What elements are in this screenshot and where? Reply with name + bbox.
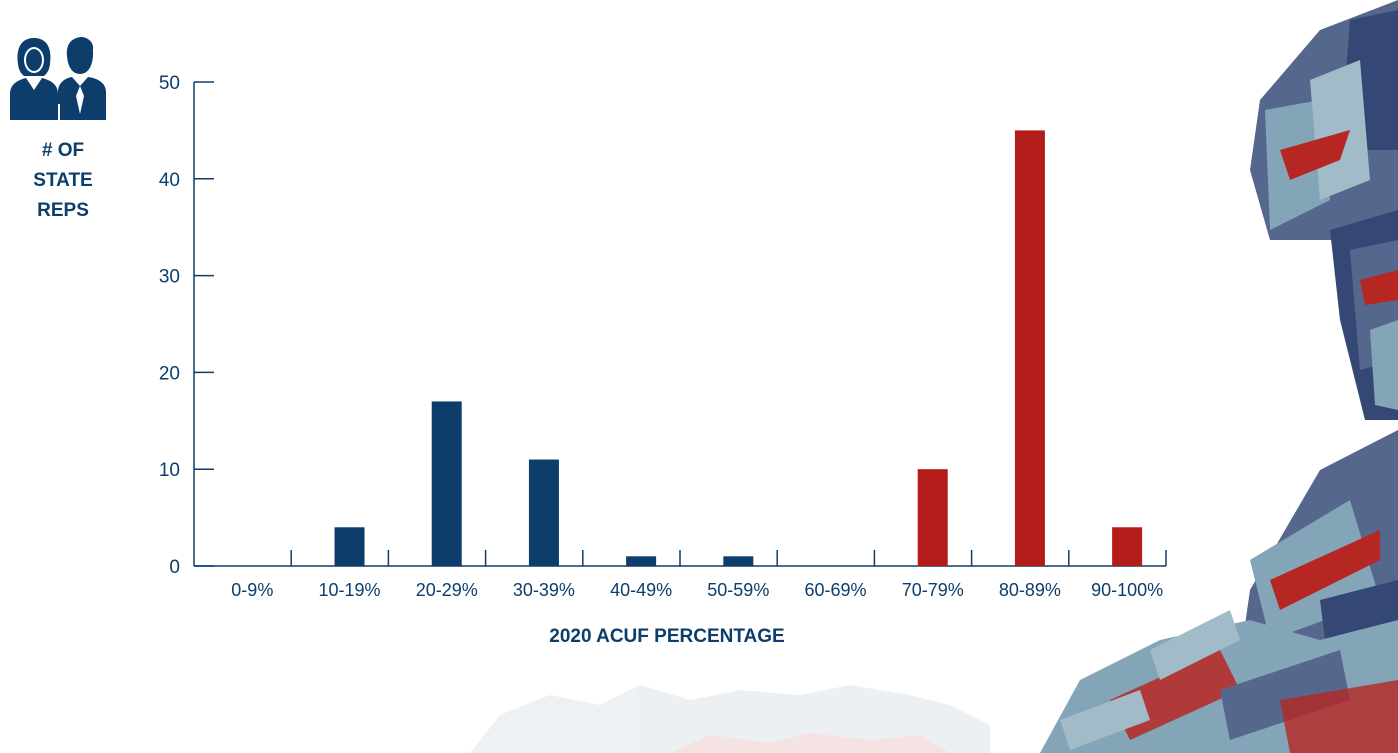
y-tick-label: 0 (169, 557, 180, 578)
y-tick-label: 30 (159, 267, 180, 288)
bars (334, 130, 1143, 566)
y-tick-label: 40 (159, 170, 180, 191)
x-tick-label: 10-19% (318, 580, 380, 600)
bar (626, 556, 657, 566)
bar (917, 469, 948, 566)
x-tick-label: 20-29% (416, 580, 478, 600)
x-axis-label: 2020 ACUF PERCENTAGE (549, 626, 784, 647)
y-tick-label: 20 (159, 363, 180, 384)
x-tick-label: 90-100% (1091, 580, 1163, 600)
bar (528, 459, 559, 566)
y-tick-label: 50 (159, 73, 180, 94)
bar (431, 401, 462, 566)
y-tick-label: 10 (159, 460, 180, 481)
bar (1112, 527, 1143, 566)
faint-crowd-illustration (470, 685, 990, 753)
x-tick-label: 60-69% (804, 580, 866, 600)
x-tick-label: 80-89% (999, 580, 1061, 600)
people-icon (10, 37, 106, 120)
y-axis: 0 10 20 30 40 50 (159, 73, 214, 578)
x-tick-label: 30-39% (513, 580, 575, 600)
x-tick-label: 40-49% (610, 580, 672, 600)
bar (723, 556, 754, 566)
bar (334, 527, 365, 566)
x-axis: 0-9% 10-19% 20-29% 30-39% 40-49% 50-59% 60-69%… (194, 550, 1167, 600)
x-tick-label: 70-79% (902, 580, 964, 600)
crowd-illustration (1040, 0, 1398, 753)
x-tick-label: 50-59% (707, 580, 769, 600)
x-tick-label: 0-9% (231, 580, 273, 600)
bar (1014, 130, 1045, 566)
y-axis-label: # OF STATE REPS (33, 140, 93, 221)
